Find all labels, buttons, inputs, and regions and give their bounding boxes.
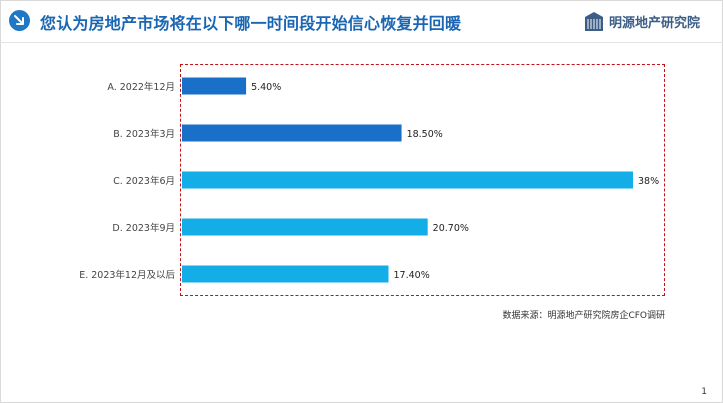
page-number: 1 bbox=[701, 387, 707, 397]
category-label: B. 2023年3月 bbox=[113, 128, 175, 140]
source-note: 数据来源：明源地产研究院房企CFO调研 bbox=[502, 311, 665, 321]
value-label: 18.50% bbox=[407, 129, 443, 140]
bar bbox=[182, 124, 402, 142]
value-label: 38% bbox=[638, 176, 659, 187]
bar bbox=[182, 171, 633, 189]
bar bbox=[182, 218, 428, 236]
title-bar: 您认为房地产市场将在以下哪一时间段开始信心恢复并回暖 明源地产研究院 bbox=[0, 0, 723, 40]
page-title: 您认为房地产市场将在以下哪一时间段开始信心恢复并回暖 bbox=[40, 14, 462, 33]
value-label: 5.40% bbox=[251, 82, 281, 93]
category-label: E. 2023年12月及以后 bbox=[79, 269, 175, 281]
logo-text: 明源地产研究院 bbox=[609, 15, 701, 31]
category-label: C. 2023年6月 bbox=[113, 175, 175, 187]
brand-logo: 明源地产研究院 bbox=[583, 6, 700, 36]
bar bbox=[182, 265, 389, 283]
category-label: D. 2023年9月 bbox=[112, 222, 175, 234]
value-label: 17.40% bbox=[394, 270, 430, 281]
category-label: A. 2022年12月 bbox=[107, 81, 175, 93]
bar bbox=[182, 77, 247, 95]
value-label: 20.70% bbox=[433, 223, 469, 234]
building-icon bbox=[585, 12, 603, 31]
plot-area-border bbox=[180, 64, 665, 296]
title-divider bbox=[0, 42, 723, 43]
arrow-down-right-icon bbox=[9, 10, 30, 31]
